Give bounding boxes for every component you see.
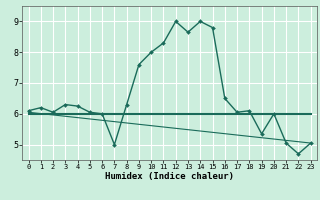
X-axis label: Humidex (Indice chaleur): Humidex (Indice chaleur): [105, 172, 234, 181]
